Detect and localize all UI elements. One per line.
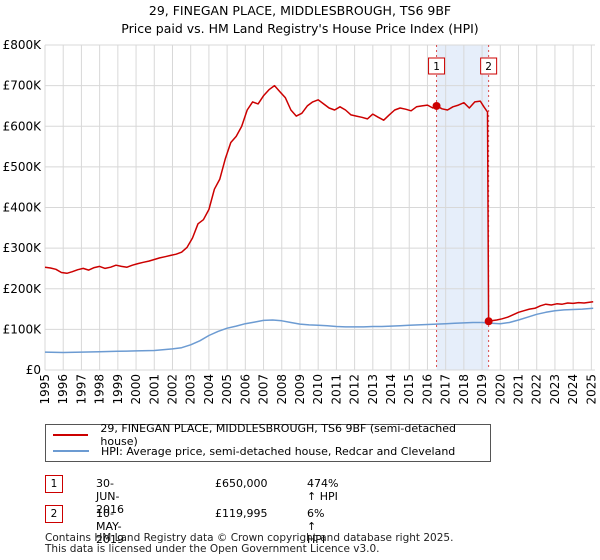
x-tick-label: 2016 [420,374,434,405]
x-tick-label: 2013 [366,374,380,405]
transaction-date: 30-JUN-2016 [96,477,124,516]
x-tick-label: 2025 [584,374,598,405]
x-tick-label: 2017 [439,374,453,405]
x-tick-label: 2001 [147,374,161,405]
x-tick-label: 2012 [348,374,362,405]
transaction-marker-label: 2 [485,61,492,73]
hpi-line [44,307,594,354]
x-tick-label: 1998 [93,374,107,405]
legend-item-hpi: HPI: Average price, semi-detached house,… [53,443,455,459]
x-tick-label: 2004 [202,374,216,405]
transaction-date: 10-MAY-2019 [96,507,124,546]
x-tick-label: 2005 [220,374,234,405]
transaction-marker-box [480,57,498,75]
attribution-footer: Contains HM Land Registry data © Crown c… [45,533,453,555]
y-tick-label: £200K [3,282,43,296]
y-tick-label: £300K [3,241,43,255]
x-tick-label: 1996 [56,374,70,405]
x-tick-label: 2002 [165,374,179,405]
x-tick-label: 1999 [111,374,125,405]
transaction-price: £119,995 [215,507,268,520]
transaction-hpi-change: 6% ↑ HPI [307,507,326,546]
x-tick-label: 2023 [548,374,562,405]
attribution-line: Contains HM Land Registry data © Crown c… [45,532,454,544]
y-tick-label: £600K [3,119,43,133]
x-tick-label: 2009 [293,374,307,405]
transaction-point [432,101,441,110]
x-tick-label: 2008 [275,374,289,405]
x-tick-label: 2018 [457,374,471,405]
x-tick-label: 2021 [512,374,526,405]
transaction-point [484,317,493,326]
y-tick-label: £100K [3,322,43,336]
x-tick-label: 2010 [311,374,325,405]
chart-title: 29, FINEGAN PLACE, MIDDLESBROUGH, TS6 9B… [148,3,452,18]
x-tick-label: 1995 [38,374,52,405]
y-tick-label: £0 [26,363,41,377]
y-tick-label: £400K [3,201,43,215]
property-price-line [44,84,594,323]
x-tick-label: 2019 [475,374,489,405]
transaction-number-badge: 2 [45,505,63,523]
chart-subtitle: Price paid vs. HM Land Registry's House … [121,21,479,36]
x-tick-label: 2015 [402,374,416,405]
x-tick-label: 2003 [184,374,198,405]
x-tick-label: 2007 [257,374,271,405]
transaction-price: £650,000 [215,477,268,490]
legend-label-hpi: HPI: Average price, semi-detached house,… [101,444,456,458]
transaction-number-badge: 1 [45,475,63,493]
transaction-marker-label: 1 [433,61,440,73]
price-chart: £0 £100K £200K £300K £400K £500K £600K £700K £80… [3,38,599,405]
legend-item-property: 29, FINEGAN PLACE, MIDDLESBROUGH, TS6 9B… [53,422,490,448]
transaction-hpi-change: 474% ↑ HPI [307,477,339,503]
y-tick-label: £500K [3,160,43,174]
legend-swatch-hpi [53,450,89,452]
x-tick-label: 2024 [566,374,580,405]
x-tick-label: 2000 [129,374,143,405]
x-tick-label: 1997 [74,374,88,405]
legend-swatch-property [53,434,89,436]
license-line: This data is licensed under the Open Gov… [45,543,380,555]
y-tick-label: £700K [3,79,43,93]
x-tick-label: 2011 [329,374,343,405]
x-tick-label: 2014 [384,374,398,405]
x-tick-label: 2020 [493,374,507,405]
y-tick-label: £800K [3,38,43,52]
x-tick-label: 2006 [238,374,252,405]
transaction-marker-box [428,57,446,75]
x-tick-label: 2022 [530,374,544,405]
legend-label-property: 29, FINEGAN PLACE, MIDDLESBROUGH, TS6 9B… [100,422,456,448]
chart-legend: 29, FINEGAN PLACE, MIDDLESBROUGH, TS6 9B… [45,422,491,462]
